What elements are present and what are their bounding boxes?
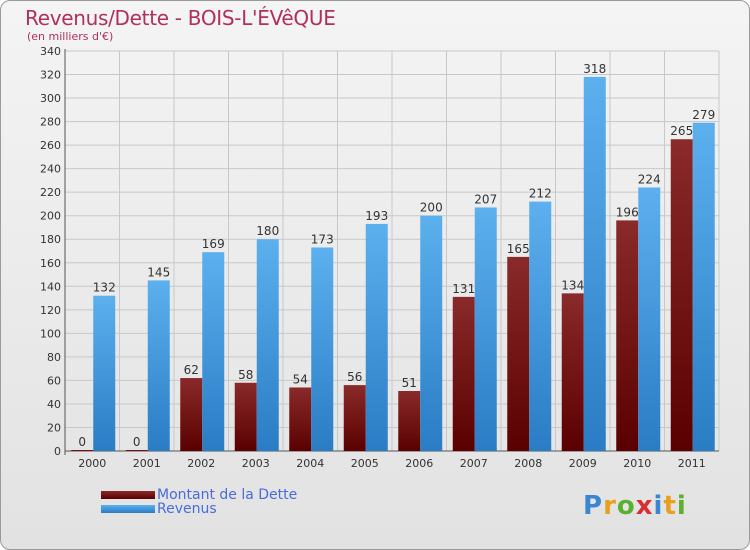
bar-debt bbox=[507, 256, 530, 451]
data-label-debt: 62 bbox=[184, 363, 199, 377]
data-label-debt: 134 bbox=[561, 278, 584, 292]
y-tick-label: 0 bbox=[54, 445, 61, 458]
y-tick-label: 180 bbox=[40, 233, 61, 246]
logo-letter: r bbox=[603, 491, 617, 521]
bar-debt bbox=[289, 387, 312, 451]
bar-revenus bbox=[583, 76, 606, 451]
bar-revenus bbox=[311, 247, 334, 451]
y-tick-label: 80 bbox=[47, 351, 61, 364]
data-label-revenus: 212 bbox=[529, 187, 552, 201]
x-tick-label: 2011 bbox=[678, 457, 706, 470]
data-label-revenus: 180 bbox=[256, 224, 279, 238]
bar-debt bbox=[343, 385, 366, 451]
data-label-revenus: 193 bbox=[365, 209, 388, 223]
logo-letter: x bbox=[635, 491, 654, 521]
data-label-debt: 131 bbox=[452, 282, 475, 296]
y-tick-label: 140 bbox=[40, 280, 61, 293]
bar-revenus bbox=[202, 252, 225, 451]
data-label-revenus: 279 bbox=[692, 108, 715, 122]
y-tick-label: 160 bbox=[40, 257, 61, 270]
x-tick-label: 2006 bbox=[405, 457, 433, 470]
data-label-revenus: 145 bbox=[147, 265, 170, 279]
bar-revenus bbox=[365, 223, 388, 451]
bar-revenus bbox=[529, 201, 552, 451]
bar-revenus bbox=[256, 239, 279, 451]
chart-subtitle: (en milliers d'€) bbox=[27, 30, 114, 43]
logo-letter: o bbox=[616, 491, 636, 521]
x-tick-label: 2002 bbox=[187, 457, 215, 470]
y-tick-label: 200 bbox=[40, 210, 61, 223]
data-label-debt: 0 bbox=[133, 435, 141, 449]
bar-debt bbox=[561, 293, 584, 451]
y-tick-label: 280 bbox=[40, 116, 61, 129]
bar-debt bbox=[125, 450, 148, 451]
legend-label-revenus: Revenus bbox=[157, 501, 217, 517]
bar-revenus bbox=[692, 122, 715, 451]
data-label-debt: 265 bbox=[670, 124, 693, 138]
x-tick-label: 2004 bbox=[296, 457, 324, 470]
y-tick-label: 340 bbox=[40, 45, 61, 58]
chart-title: Revenus/Dette - BOIS-L'ÉVêQUE bbox=[25, 6, 336, 30]
bar-debt bbox=[398, 391, 421, 451]
bar-revenus bbox=[638, 187, 661, 451]
data-label-debt: 165 bbox=[507, 242, 530, 256]
data-label-revenus: 207 bbox=[474, 192, 497, 206]
data-label-debt: 58 bbox=[238, 368, 253, 382]
proxiti-logo: Proxiti bbox=[583, 491, 687, 521]
y-tick-label: 100 bbox=[40, 327, 61, 340]
bar-revenus bbox=[474, 207, 497, 451]
y-tick-label: 120 bbox=[40, 304, 61, 317]
x-tick-label: 2007 bbox=[460, 457, 488, 470]
logo-letter: i bbox=[653, 491, 664, 521]
data-label-revenus: 200 bbox=[420, 201, 443, 215]
y-tick-label: 260 bbox=[40, 139, 61, 152]
bar-revenus bbox=[147, 280, 170, 451]
y-tick-label: 20 bbox=[47, 421, 61, 434]
logo-letter: t bbox=[663, 491, 677, 521]
data-label-debt: 196 bbox=[616, 205, 639, 219]
bar-debt bbox=[670, 139, 693, 451]
legend-label-debt: Montant de la Dette bbox=[157, 487, 298, 503]
x-tick-label: 2000 bbox=[78, 457, 106, 470]
logo-letter: P bbox=[583, 491, 604, 521]
bar-revenus bbox=[93, 295, 116, 451]
x-tick-label: 2010 bbox=[623, 457, 651, 470]
data-label-debt: 54 bbox=[293, 372, 308, 386]
data-label-debt: 51 bbox=[402, 376, 417, 390]
legend-item-debt: Montant de la Dette bbox=[101, 487, 297, 503]
bar-debt bbox=[616, 220, 639, 451]
bar-debt bbox=[71, 450, 94, 451]
data-label-revenus: 318 bbox=[583, 62, 606, 76]
data-label-revenus: 224 bbox=[638, 172, 661, 186]
bar-revenus bbox=[420, 215, 443, 451]
legend-swatch-debt bbox=[101, 491, 155, 499]
y-tick-label: 240 bbox=[40, 163, 61, 176]
data-label-debt: 56 bbox=[347, 370, 362, 384]
data-label-revenus: 173 bbox=[311, 232, 334, 246]
y-tick-label: 40 bbox=[47, 398, 61, 411]
bar-debt bbox=[234, 382, 257, 451]
x-tick-label: 2009 bbox=[569, 457, 597, 470]
y-tick-label: 220 bbox=[40, 186, 61, 199]
legend-swatch-revenus bbox=[101, 505, 155, 513]
y-tick-label: 60 bbox=[47, 374, 61, 387]
data-label-revenus: 132 bbox=[93, 281, 116, 295]
x-tick-label: 2008 bbox=[514, 457, 542, 470]
logo-letter: i bbox=[676, 491, 687, 521]
bar-debt bbox=[452, 296, 475, 451]
data-label-debt: 0 bbox=[78, 435, 86, 449]
legend-item-revenus: Revenus bbox=[101, 501, 217, 517]
y-tick-label: 320 bbox=[40, 69, 61, 82]
x-tick-label: 2003 bbox=[242, 457, 270, 470]
bar-debt bbox=[180, 378, 203, 451]
y-tick-label: 300 bbox=[40, 92, 61, 105]
x-tick-label: 2005 bbox=[351, 457, 379, 470]
data-label-revenus: 169 bbox=[202, 237, 225, 251]
x-tick-label: 2001 bbox=[133, 457, 161, 470]
